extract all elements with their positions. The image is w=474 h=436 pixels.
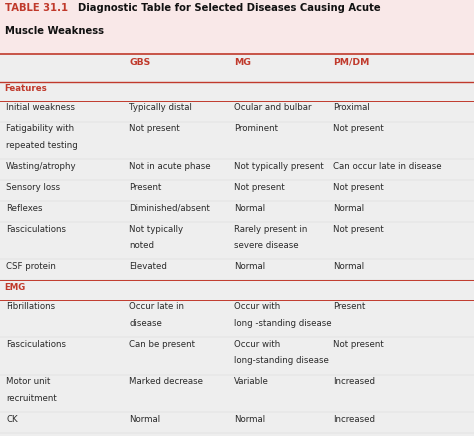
Text: Not present: Not present	[333, 225, 384, 234]
Text: Normal: Normal	[333, 262, 365, 271]
Text: Fasciculations: Fasciculations	[6, 225, 66, 234]
Text: long-standing disease: long-standing disease	[234, 356, 328, 365]
Text: Fibrillations: Fibrillations	[6, 302, 55, 311]
Text: Diagnostic Table for Selected Diseases Causing Acute: Diagnostic Table for Selected Diseases C…	[78, 3, 381, 14]
Text: Not in acute phase: Not in acute phase	[129, 162, 211, 171]
Text: long -standing disease: long -standing disease	[234, 319, 331, 328]
Text: GBS: GBS	[129, 58, 151, 67]
Text: recruitment: recruitment	[6, 394, 57, 403]
Text: CK: CK	[6, 415, 18, 424]
Text: Occur late in: Occur late in	[129, 302, 184, 311]
Text: repeated testing: repeated testing	[6, 141, 78, 150]
Text: Muscle Weakness: Muscle Weakness	[5, 26, 104, 36]
Text: Wasting/atrophy: Wasting/atrophy	[6, 162, 77, 171]
Text: Proximal: Proximal	[333, 103, 370, 112]
Text: Reflexes: Reflexes	[6, 204, 43, 213]
Text: Fasciculations: Fasciculations	[6, 340, 66, 349]
Text: Initial weakness: Initial weakness	[6, 103, 75, 112]
Text: Prominent: Prominent	[234, 124, 278, 133]
Text: Variable: Variable	[234, 377, 269, 386]
Text: Ocular and bulbar: Ocular and bulbar	[234, 103, 311, 112]
Text: Present: Present	[333, 302, 365, 311]
Text: Normal: Normal	[234, 415, 265, 424]
Text: Sensory loss: Sensory loss	[6, 183, 60, 192]
Bar	[0, 0, 474, 54]
Text: Not present: Not present	[333, 340, 384, 349]
Text: Typically distal: Typically distal	[129, 103, 192, 112]
Text: Rarely present in: Rarely present in	[234, 225, 307, 234]
Text: Normal: Normal	[333, 204, 365, 213]
Text: Marked decrease: Marked decrease	[129, 377, 203, 386]
Text: Not present: Not present	[234, 183, 284, 192]
Text: severe disease: severe disease	[234, 241, 298, 250]
Text: Features: Features	[5, 84, 47, 93]
Text: EMG: EMG	[5, 283, 26, 292]
Text: Diminished/absent: Diminished/absent	[129, 204, 210, 213]
Text: Not typically present: Not typically present	[234, 162, 323, 171]
Text: Fatigability with: Fatigability with	[6, 124, 74, 133]
Text: Not present: Not present	[333, 124, 384, 133]
Text: Normal: Normal	[234, 204, 265, 213]
Text: Can occur late in disease: Can occur late in disease	[333, 162, 442, 171]
Text: Occur with: Occur with	[234, 340, 280, 349]
Text: Increased: Increased	[333, 415, 375, 424]
Text: Increased: Increased	[333, 377, 375, 386]
Text: Motor unit: Motor unit	[6, 377, 51, 386]
Text: Present: Present	[129, 183, 162, 192]
Text: Normal: Normal	[129, 415, 161, 424]
Text: CSF protein: CSF protein	[6, 262, 56, 271]
Text: Not typically: Not typically	[129, 225, 183, 234]
Text: Not present: Not present	[129, 124, 180, 133]
Text: PM/DM: PM/DM	[333, 58, 370, 67]
Text: Occur with: Occur with	[234, 302, 280, 311]
Text: Normal: Normal	[234, 262, 265, 271]
Text: MG: MG	[234, 58, 251, 67]
Text: noted: noted	[129, 241, 155, 250]
Text: Can be present: Can be present	[129, 340, 195, 349]
Text: TABLE 31.1: TABLE 31.1	[5, 3, 68, 14]
Text: Not present: Not present	[333, 183, 384, 192]
Text: disease: disease	[129, 319, 162, 328]
Text: Elevated: Elevated	[129, 262, 167, 271]
